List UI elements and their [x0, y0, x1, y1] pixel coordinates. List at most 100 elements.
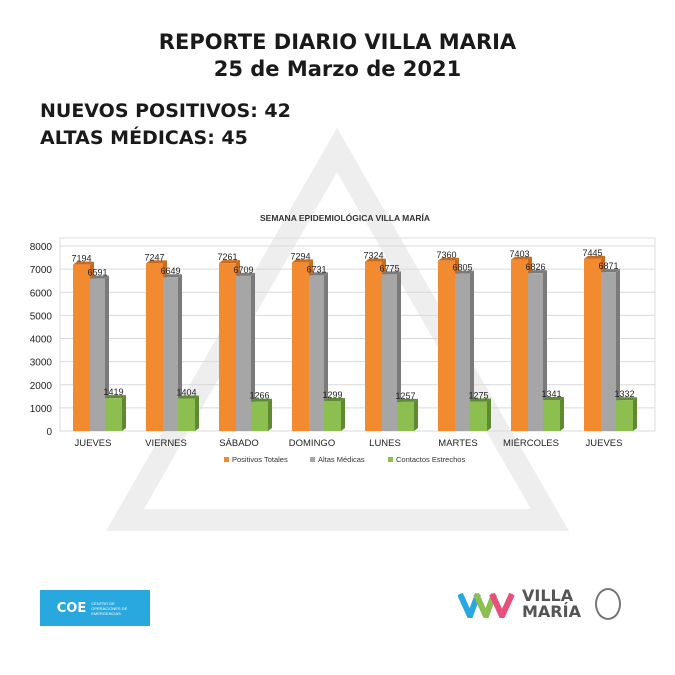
bar-top	[251, 398, 272, 402]
bar	[219, 263, 236, 431]
bar	[584, 258, 601, 431]
bar	[511, 259, 528, 431]
data-label: 7247	[144, 252, 164, 262]
y-tick-label: 0	[46, 427, 52, 438]
bar-side	[616, 269, 620, 431]
bar	[455, 273, 470, 431]
coe-logo-subtext: CENTRO DE OPERACIONES DE EMERGENCIAS	[91, 600, 128, 616]
y-tick-label: 3000	[30, 358, 53, 369]
altas-medicas: ALTAS MÉDICAS: 45	[40, 127, 248, 149]
data-label: 7360	[436, 250, 456, 260]
x-tick-label: JUEVES	[75, 438, 112, 449]
bar	[365, 261, 382, 431]
bar-top	[511, 256, 532, 260]
data-label: 1404	[176, 388, 196, 398]
legend-label: Contactos Estrechos	[396, 455, 465, 464]
y-tick-label: 4000	[30, 335, 53, 346]
bar-top	[163, 274, 182, 278]
legend-swatch	[310, 457, 315, 462]
bar-side	[122, 395, 126, 431]
bar	[543, 399, 560, 431]
legend-label: Positivos Totales	[232, 455, 288, 464]
data-label: 1419	[103, 387, 123, 397]
data-label: 6805	[452, 263, 472, 273]
data-label: 1332	[614, 389, 634, 399]
bar-top	[73, 261, 94, 265]
bar	[73, 264, 90, 431]
data-label: 1299	[322, 390, 342, 400]
bar-top	[616, 397, 637, 401]
bar-side	[251, 272, 255, 431]
bar	[397, 401, 414, 431]
x-tick-label: MARTES	[438, 438, 477, 449]
x-tick-label: DOMINGO	[289, 438, 335, 449]
bar	[90, 278, 105, 431]
x-tick-label: MIÉRCOLES	[503, 438, 559, 449]
chart-title: SEMANA EPIDEMIOLÓGICA VILLA MARÍA	[260, 212, 430, 223]
coe-logo: COE CENTRO DE OPERACIONES DE EMERGENCIAS	[40, 590, 150, 626]
vm-logo-line2: MARÍA	[522, 602, 581, 621]
y-tick-label: 6000	[30, 288, 53, 299]
data-label: 6591	[87, 268, 107, 278]
y-tick-label: 8000	[30, 242, 53, 253]
legend-label: Altas Médicas	[318, 455, 365, 464]
bar-top	[601, 269, 620, 273]
report-date: 25 de Marzo de 2021	[213, 57, 462, 81]
bar-side	[560, 396, 564, 431]
bar-top	[90, 275, 109, 279]
bar-side	[195, 395, 199, 431]
data-label: 6826	[525, 262, 545, 272]
y-tick-label: 1000	[30, 404, 53, 415]
bar-top	[470, 398, 491, 402]
bar-top	[236, 272, 255, 276]
vm-logo-line1: VILLA	[522, 586, 574, 605]
nuevos-positivos: NUEVOS POSITIVOS: 42	[40, 100, 291, 122]
data-label: 7445	[582, 248, 602, 258]
data-label: 1257	[395, 391, 415, 401]
data-label: 6731	[306, 264, 326, 274]
bar	[236, 275, 251, 431]
x-tick-label: LUNES	[369, 438, 401, 449]
data-label: 6649	[160, 266, 180, 276]
bar	[601, 272, 616, 431]
bar	[178, 398, 195, 431]
x-tick-label: JUEVES	[586, 438, 623, 449]
bar	[163, 277, 178, 431]
data-label: 1275	[468, 391, 488, 401]
bar-side	[487, 398, 491, 431]
data-label: 6709	[233, 265, 253, 275]
data-label: 1341	[541, 389, 561, 399]
villa-maria-logo: VILLA MARÍA	[458, 588, 621, 620]
bar-side	[268, 398, 272, 431]
x-tick-label: SÁBADO	[219, 438, 259, 449]
bar-top	[178, 395, 199, 399]
bar-side	[324, 272, 328, 431]
bar-side	[633, 397, 637, 431]
y-tick-label: 2000	[30, 381, 53, 392]
data-label: 7294	[290, 251, 310, 261]
bar-side	[397, 271, 401, 431]
bar-side	[178, 274, 182, 431]
bar-top	[365, 258, 386, 262]
legend-swatch	[224, 457, 229, 462]
bar-top	[455, 270, 474, 274]
seal-icon	[594, 588, 621, 620]
x-tick-label: VIERNES	[145, 438, 187, 449]
bar	[438, 260, 455, 431]
bar-top	[219, 260, 240, 264]
bar-top	[382, 271, 401, 275]
bar-top	[438, 257, 459, 261]
bar-side	[470, 270, 474, 431]
bar	[292, 262, 309, 431]
legend-swatch	[388, 457, 393, 462]
bar-top	[324, 397, 345, 401]
bar-side	[341, 397, 345, 431]
data-label: 6775	[379, 263, 399, 273]
data-label: 6871	[598, 261, 618, 271]
bar-top	[543, 396, 564, 400]
coe-logo-text: COE	[56, 600, 87, 616]
bar-top	[292, 259, 313, 263]
bar-side	[543, 270, 547, 431]
bar	[146, 263, 163, 431]
watermark-triangle-icon	[106, 127, 570, 531]
